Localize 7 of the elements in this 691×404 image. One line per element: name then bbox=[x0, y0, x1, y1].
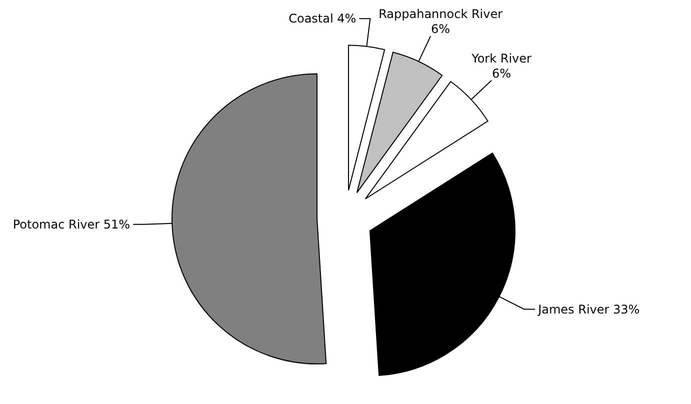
data-label: 6% bbox=[431, 22, 450, 36]
legend-label: Potomac River 51% bbox=[12, 217, 130, 232]
slice-label: James River 33% bbox=[537, 302, 640, 316]
slice-label: Coastal 4% bbox=[288, 12, 356, 26]
slice-label: Rappahannock River bbox=[378, 7, 503, 22]
slice-label: York River bbox=[470, 51, 532, 66]
data-label: 6% bbox=[492, 66, 512, 80]
